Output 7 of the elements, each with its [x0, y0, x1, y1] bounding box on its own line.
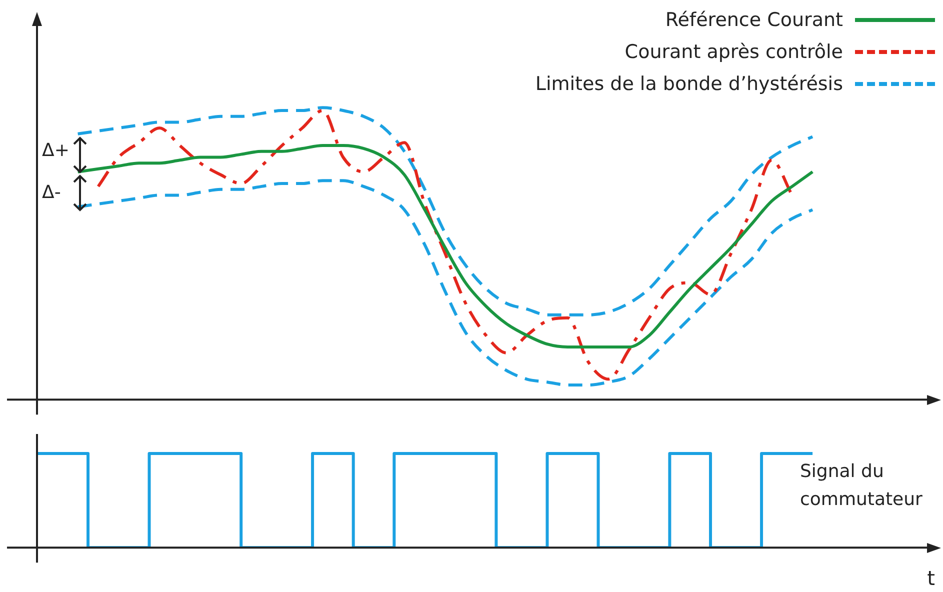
- legend-label: Référence Courant: [665, 9, 843, 31]
- x-axis-title: t: [927, 566, 936, 590]
- annotation: Δ-: [42, 182, 61, 203]
- annotation: Δ+: [42, 140, 70, 161]
- legend-label: Limites de la bonde d’hystérésis: [535, 73, 843, 95]
- series-label: Signal du commutateur: [800, 460, 924, 512]
- legend-label: Courant après contrôle: [624, 41, 843, 63]
